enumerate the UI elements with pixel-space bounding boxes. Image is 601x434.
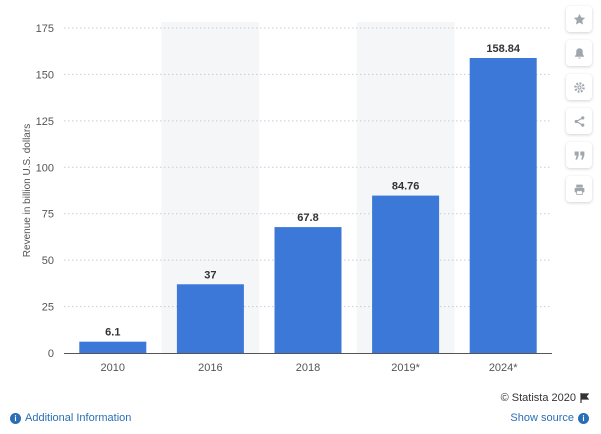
data-label: 37 [204,269,216,281]
quote-icon [574,150,584,160]
data-label: 6.1 [105,327,120,339]
x-axis-ticks: 2010 2016 2018 2019* 2024* [101,362,519,374]
bar[interactable] [79,341,147,353]
settings-button[interactable] [566,74,592,100]
bell-icon [574,47,584,59]
y-axis-label: Revenue in billion U.S. dollars [22,124,33,257]
bar-chart: 6.1 37 67.8 84.76 158.84 0 25 50 75 100 125 150 175… [22,22,552,374]
x-tick-label: 2019* [391,362,420,374]
cite-button[interactable] [566,142,592,168]
credit-text: © Statista 2020 [500,392,576,404]
y-tick-label: 0 [48,348,54,360]
chart-toolbar [566,6,592,210]
print-icon [574,184,584,195]
info-icon: i [10,412,21,424]
x-tick-label: 2016 [198,362,222,374]
star-icon [573,13,585,24]
chart-area: 6.1 37 67.8 84.76 158.84 0 25 50 75 100 125 150 175… [22,22,552,374]
bar[interactable] [469,58,537,354]
y-tick-label: 150 [36,69,54,81]
gear-icon [573,81,585,93]
statista-credit[interactable]: © Statista 2020 [501,392,589,404]
y-tick-label: 100 [36,162,54,174]
bar[interactable] [176,284,244,353]
share-icon [574,115,584,127]
bar[interactable] [274,227,342,353]
data-label: 67.8 [297,212,318,224]
data-label: 84.76 [392,181,420,193]
additional-information-label: Additional Information [25,412,132,424]
y-tick-label: 175 [36,23,54,35]
data-label: 158.84 [486,43,521,55]
bars [79,58,537,354]
y-tick-label: 75 [42,209,54,221]
favorite-button[interactable] [566,6,592,32]
flag-icon [580,393,589,403]
footer-links: i Additional Information Show source i [0,412,601,430]
share-button[interactable] [566,108,592,134]
value-labels: 6.1 37 67.8 84.76 158.84 [105,43,521,339]
show-source-label: Show source [510,412,574,424]
x-tick-label: 2024* [489,362,518,374]
x-tick-label: 2018 [296,362,320,374]
bar[interactable] [372,195,440,353]
y-tick-label: 25 [42,302,54,314]
additional-information-link[interactable]: i Additional Information [10,412,131,424]
info-icon: i [578,412,589,424]
y-axis-ticks: 0 25 50 75 100 125 150 175 [36,23,54,360]
y-tick-label: 50 [42,255,54,267]
x-tick-label: 2010 [101,362,125,374]
show-source-link[interactable]: Show source i [510,412,589,424]
y-tick-label: 125 [36,116,54,128]
notification-button[interactable] [566,40,592,66]
print-button[interactable] [566,176,592,202]
